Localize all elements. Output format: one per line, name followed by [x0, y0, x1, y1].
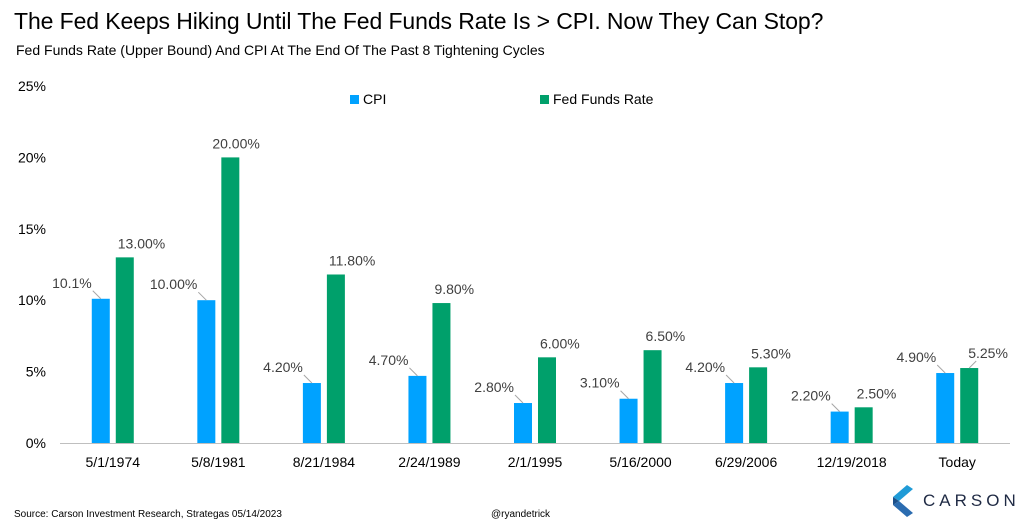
- x-tick-label: 2/1/1995: [508, 454, 563, 470]
- x-tick-label: 8/21/1984: [293, 454, 355, 470]
- fed-funds-bar: [643, 350, 662, 443]
- x-tick-label: 12/19/2018: [817, 454, 887, 470]
- cpi-data-label: 2.80%: [474, 379, 514, 395]
- y-tick-label: 20%: [18, 149, 46, 165]
- fed-data-label: 20.00%: [212, 135, 259, 151]
- cpi-bar: [302, 383, 321, 443]
- cpi-bar: [725, 383, 744, 443]
- y-tick-label: 0%: [26, 435, 46, 451]
- fed-funds-bar: [749, 367, 768, 443]
- legend-cpi-swatch: [350, 95, 359, 104]
- chart-title: The Fed Keeps Hiking Until The Fed Funds…: [14, 8, 824, 34]
- y-tick-label: 25%: [18, 78, 46, 94]
- cpi-data-label: 3.10%: [580, 375, 620, 391]
- cpi-bar: [514, 403, 532, 443]
- fed-funds-bar: [854, 407, 873, 443]
- y-tick-label: 15%: [18, 221, 46, 237]
- fed-funds-bar: [960, 368, 979, 443]
- fed-data-label: 6.00%: [540, 335, 580, 351]
- x-tick-label: 6/29/2006: [715, 454, 777, 470]
- x-tick-label: 5/8/1981: [191, 454, 246, 470]
- y-tick-label: 5%: [26, 364, 46, 380]
- y-tick-label: 10%: [18, 292, 46, 308]
- cpi-data-label: 4.70%: [369, 352, 409, 368]
- fed-data-label: 6.50%: [646, 328, 686, 344]
- logo-text: CARSON: [923, 491, 1019, 510]
- fed-data-label: 9.80%: [434, 281, 474, 297]
- cpi-bar: [619, 398, 638, 443]
- legend-fed-label: Fed Funds Rate: [553, 91, 654, 107]
- cpi-data-label: 2.20%: [791, 388, 831, 404]
- chart-subtitle: Fed Funds Rate (Upper Bound) And CPI At …: [16, 42, 545, 58]
- fed-funds-bar: [432, 303, 451, 443]
- cpi-data-label: 10.00%: [150, 276, 197, 292]
- cpi-data-label: 4.20%: [685, 359, 725, 375]
- cpi-bar: [830, 411, 849, 443]
- cpi-label-leader: [831, 403, 841, 412]
- cpi-data-label: 10.1%: [52, 275, 92, 291]
- cpi-label-leader: [303, 374, 313, 384]
- cpi-bar: [936, 373, 955, 443]
- fed-funds-bar: [115, 257, 134, 443]
- author-handle: @ryandetrick: [491, 509, 551, 520]
- carson-logo: CARSON: [893, 485, 1019, 517]
- fed-data-label: 13.00%: [118, 235, 165, 251]
- cpi-bar: [408, 375, 427, 443]
- fed-data-label: 11.80%: [329, 252, 375, 268]
- x-tick-label: 2/24/1989: [398, 454, 460, 470]
- cpi-label-leader: [936, 364, 946, 374]
- cpi-label-leader: [514, 394, 524, 404]
- cpi-label-leader: [92, 290, 102, 300]
- legend-cpi-label: CPI: [363, 91, 386, 107]
- cpi-label-leader: [620, 390, 629, 400]
- fed-funds-bar: [326, 274, 345, 443]
- cpi-bar: [197, 300, 216, 443]
- source-note: Source: Carson Investment Research, Stra…: [14, 509, 282, 520]
- fed-data-label: 5.30%: [751, 345, 791, 361]
- fed-data-label: 2.50%: [857, 385, 897, 401]
- x-tick-label: 5/1/1974: [86, 454, 141, 470]
- carson-chevron-logo-icon: [893, 485, 913, 517]
- cpi-label-leader: [197, 291, 207, 301]
- cpi-label-leader: [725, 374, 735, 384]
- cpi-label-leader: [409, 367, 418, 377]
- cpi-bar: [91, 298, 110, 443]
- x-tick-label: Today: [939, 454, 976, 470]
- cpi-data-label: 4.90%: [897, 349, 937, 365]
- x-tick-label: 5/16/2000: [609, 454, 671, 470]
- fed-funds-bar: [538, 357, 556, 443]
- fed-funds-bar: [221, 157, 240, 443]
- cpi-data-label: 4.20%: [263, 359, 303, 375]
- fed-data-label: 5.25%: [968, 345, 1008, 361]
- legend-fed-swatch: [540, 95, 549, 104]
- fed-label-leader: [968, 360, 977, 369]
